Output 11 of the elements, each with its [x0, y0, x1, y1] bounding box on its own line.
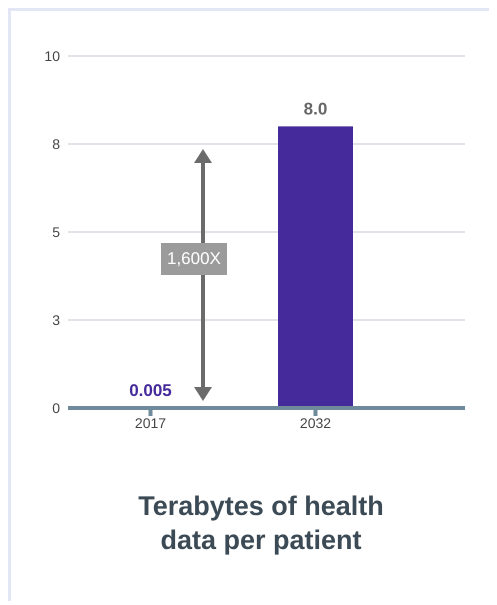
y-tick-label: 8 [52, 136, 60, 152]
y-tick-label: 0 [52, 400, 60, 416]
y-tick-label: 5 [52, 224, 60, 240]
annotation: 1,600X [161, 243, 227, 275]
data-label: 8.0 [304, 99, 328, 118]
y-tick-label: 3 [52, 312, 60, 328]
y-tick-label: 10 [44, 48, 60, 64]
x-tick-label: 2017 [134, 414, 166, 431]
x-tick-label: 2032 [300, 414, 332, 431]
data-label: 0.005 [129, 380, 172, 400]
text: Terabytes of health data per patient [137, 490, 385, 557]
